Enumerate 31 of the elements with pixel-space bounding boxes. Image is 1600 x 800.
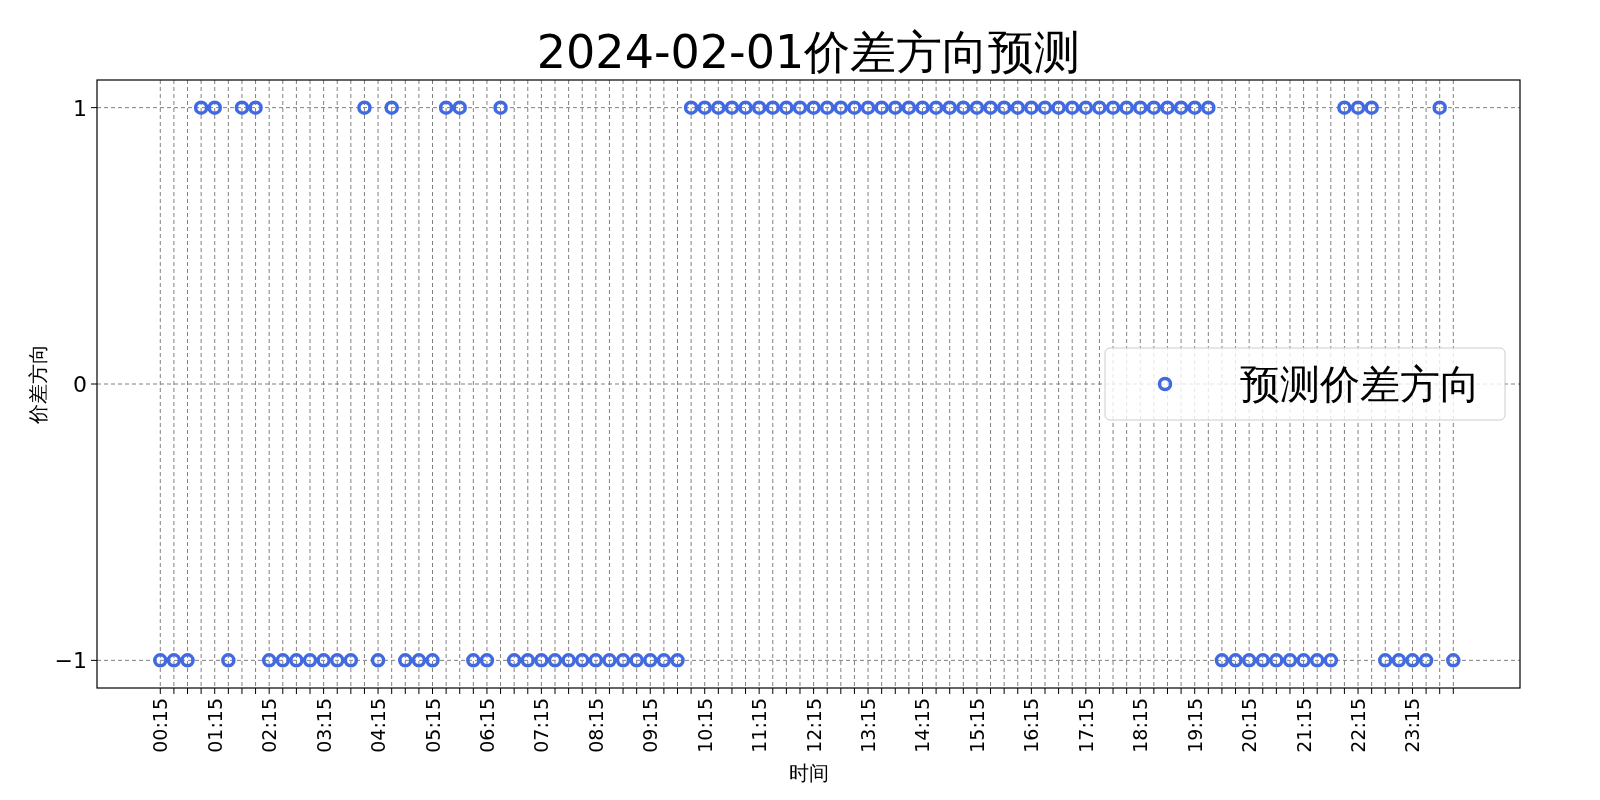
y-axis-title: 价差方向 bbox=[26, 344, 50, 425]
x-tick-label: 13:15 bbox=[857, 698, 880, 753]
x-tick-label: 12:15 bbox=[802, 698, 825, 753]
x-tick-label: 21:15 bbox=[1292, 698, 1315, 753]
x-tick-label: 18:15 bbox=[1129, 698, 1152, 753]
x-axis-title: 时间 bbox=[788, 761, 829, 785]
y-tick-label: 1 bbox=[73, 95, 87, 121]
x-tick-label: 17:15 bbox=[1074, 698, 1097, 753]
x-tick-label: 00:15 bbox=[149, 698, 172, 753]
x-tick-label: 22:15 bbox=[1347, 698, 1370, 753]
x-tick-label: 07:15 bbox=[530, 698, 553, 753]
y-tick-label: 0 bbox=[73, 372, 87, 397]
legend-label: 预测价差方向 bbox=[1240, 361, 1480, 407]
x-tick-label: 04:15 bbox=[367, 698, 390, 753]
x-tick-label: 06:15 bbox=[475, 698, 498, 753]
x-tick-label: 10:15 bbox=[693, 698, 716, 753]
x-tick-label: 14:15 bbox=[911, 698, 934, 753]
x-tick-label: 20:15 bbox=[1238, 698, 1261, 753]
x-tick-label: 11:15 bbox=[748, 698, 771, 753]
x-tick-label: 09:15 bbox=[639, 698, 662, 753]
y-tick-label: −1 bbox=[54, 648, 87, 674]
x-tick-label: 15:15 bbox=[965, 698, 988, 753]
x-tick-label: 16:15 bbox=[1020, 698, 1043, 753]
x-tick-label: 02:15 bbox=[258, 698, 281, 753]
chart-title: 2024-02-01价差方向预测 bbox=[536, 25, 1081, 79]
x-tick-label: 03:15 bbox=[312, 698, 335, 753]
x-tick-label: 01:15 bbox=[203, 698, 226, 753]
x-tick-label: 08:15 bbox=[584, 698, 607, 753]
x-tick-label: 23:15 bbox=[1401, 698, 1424, 753]
x-tick-label: 05:15 bbox=[421, 698, 444, 753]
x-tick-label: 19:15 bbox=[1183, 698, 1206, 753]
